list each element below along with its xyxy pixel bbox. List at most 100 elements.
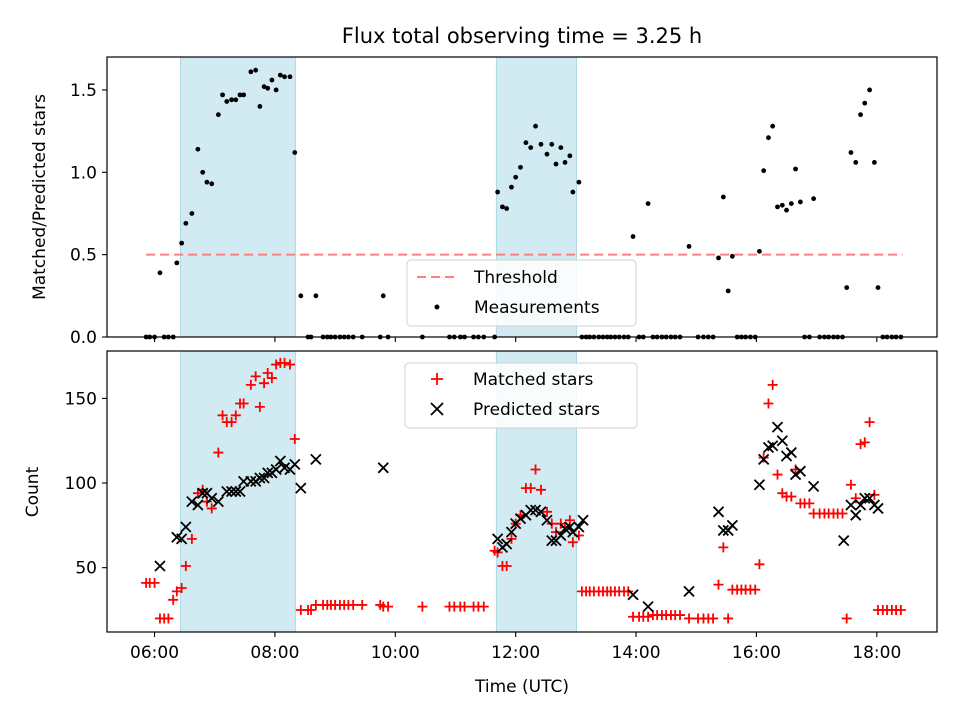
matched-point (186, 533, 197, 544)
measurement-point (269, 77, 275, 83)
count-panel: 50 100 150 06:00 08:00 10:00 12:00 14:00 16:00 18… (23, 350, 938, 697)
measurement-point (630, 234, 636, 239)
predicted-point (221, 485, 233, 498)
count-axes: 50 100 150 06:00 08:00 10:00 12:00 14:00 16:00 18… (65, 389, 902, 663)
predicted-point (154, 560, 166, 572)
predicted-point (262, 467, 274, 479)
measurement-point (720, 194, 726, 200)
matched-point (180, 560, 191, 571)
measurement-point (567, 153, 573, 159)
measurement-point (729, 253, 735, 259)
matched-point (266, 373, 277, 384)
predicted-point (780, 450, 793, 462)
measurement-point (570, 189, 576, 195)
measurement-point (174, 260, 180, 266)
predicted-point (717, 524, 729, 537)
matched-point (850, 493, 861, 504)
predicted-point (206, 492, 218, 504)
predicted-point (254, 472, 266, 484)
predicted-point (726, 519, 738, 531)
matched-point (754, 559, 765, 570)
predicted-point (541, 514, 553, 526)
matched-point (206, 503, 217, 514)
x-tick-label: 08:00 (250, 643, 299, 663)
legend-measurement-swatch (434, 304, 440, 310)
matched-point (567, 537, 578, 548)
plot-frame (106, 56, 938, 338)
predicted-point (270, 463, 282, 476)
measurement-point (509, 184, 514, 190)
matched-point (713, 579, 724, 590)
y-tick-label: 100 (65, 474, 97, 494)
measurement-point (209, 181, 215, 187)
measurement-point (725, 288, 731, 294)
matched-point (530, 464, 541, 475)
measurement-point (779, 202, 785, 208)
matched-point (895, 604, 906, 615)
predicted-point (234, 485, 246, 498)
measurement-point (562, 160, 568, 165)
measurement-point (241, 92, 247, 98)
predicted-point (212, 496, 224, 508)
matched-point (230, 410, 241, 421)
matched-point (750, 584, 761, 595)
plus-marker (431, 373, 443, 385)
measurement-point (686, 244, 692, 249)
matched-point (772, 469, 783, 480)
measurement-point (204, 179, 210, 185)
plot-frame (106, 350, 938, 633)
measurement-point (500, 204, 505, 210)
matched-point (262, 368, 273, 379)
measurement-point (872, 160, 877, 165)
predicted-point (525, 504, 537, 516)
measurement-point (858, 112, 863, 118)
matched-point (845, 479, 856, 490)
predicted-point (854, 499, 867, 511)
legend-threshold-label: Threshold (473, 268, 558, 288)
measurement-point (298, 293, 304, 299)
matched-point (168, 594, 179, 605)
x-marker (430, 402, 444, 416)
matched-point (786, 491, 797, 502)
measurement-point (261, 84, 267, 90)
y-tick-label: 1.5 (70, 81, 97, 101)
predicted-point (794, 465, 807, 477)
measurement-point (770, 123, 776, 129)
measurement-point (544, 151, 550, 157)
matched-point (149, 577, 160, 588)
y-tick-label: 1.0 (70, 163, 97, 183)
observing-band (179, 56, 296, 338)
measurement-point (273, 87, 279, 93)
matched-point (459, 601, 470, 612)
measurement-point (233, 97, 239, 103)
x-tick-label: 16:00 (732, 643, 781, 663)
legend-frame (404, 362, 638, 429)
matched-point (279, 357, 290, 368)
measurement-point (179, 240, 185, 246)
measurement-point (220, 92, 225, 98)
measurement-point (189, 211, 195, 216)
measurement-point (538, 141, 544, 147)
measurement-point (504, 206, 510, 211)
matched-point (837, 508, 848, 519)
measurement-point (844, 285, 850, 290)
predicted-point (555, 529, 567, 542)
matched-point (708, 613, 719, 624)
measurement-point (313, 293, 319, 299)
measurement-point (797, 199, 803, 205)
measurement-point (248, 69, 254, 75)
predicted-point (377, 462, 389, 474)
predicted-point (683, 585, 695, 598)
predicted-point (289, 458, 301, 471)
legend-measurement-label: Measurements (474, 298, 600, 318)
measurement-point (523, 140, 529, 146)
matched-point (674, 610, 685, 621)
matched-point (864, 417, 875, 428)
y-tick-label: 0.0 (70, 328, 97, 348)
predicted-point (514, 512, 527, 525)
measurement-point (528, 145, 534, 150)
x-tick-label: 14:00 (612, 643, 661, 663)
predicted-point (845, 499, 857, 511)
predicted-point (186, 496, 198, 508)
